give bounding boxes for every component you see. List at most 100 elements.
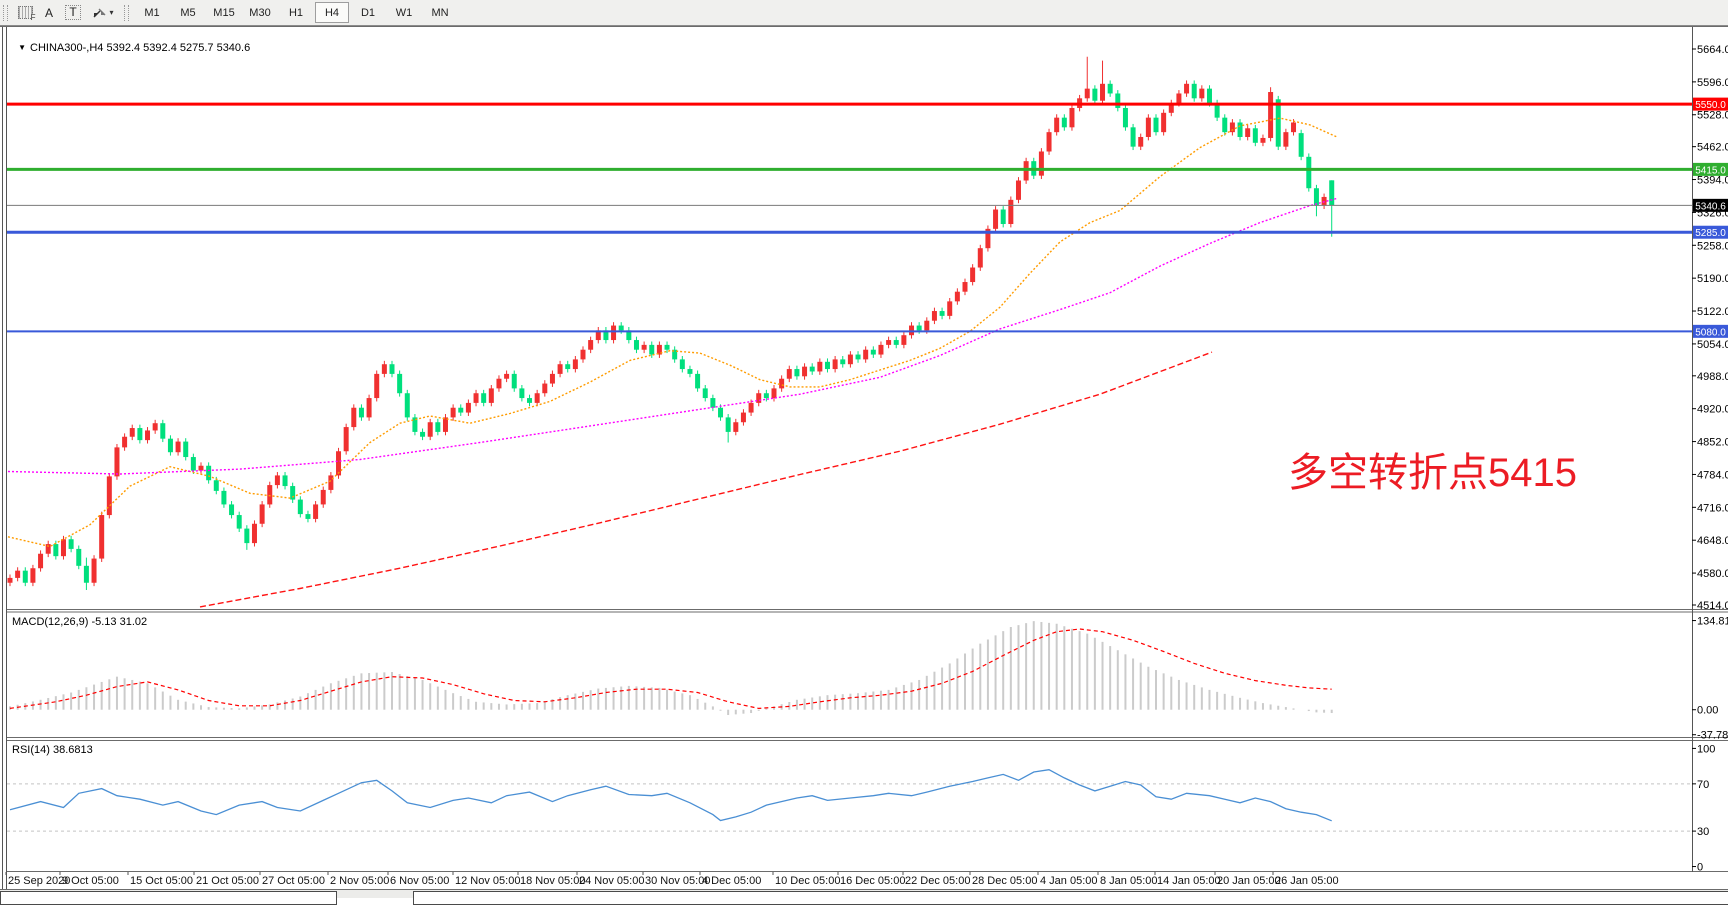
grid-icon: F [17,6,36,22]
candle-body [970,267,976,283]
timeframe-button-m15[interactable]: M15 [213,6,235,19]
candle-body [76,548,82,566]
price-badge [1693,225,1728,239]
price-tick-label: 5664.0 [1697,44,1728,56]
candle-body [1268,92,1274,138]
candle-body [244,528,250,544]
candle-body [702,388,708,399]
candle-body [1260,137,1266,143]
candle-body [167,438,173,453]
candle-body [7,577,13,583]
candle-body [129,428,135,437]
cursor-tools-button[interactable]: ▾ [86,3,120,23]
price-tick-label: 5190.0 [1697,273,1728,285]
timeframe-toolbar-handle[interactable] [124,4,129,21]
candle-body [924,320,930,331]
candle-body [679,359,685,370]
date-tick-label: 20 Jan 05:00 [1217,875,1281,887]
date-tick-label: 6 Nov 05:00 [390,875,449,887]
timeframe-button-h1[interactable]: H1 [288,6,304,19]
candle-body [954,291,960,302]
text-label-button[interactable]: A [38,3,60,23]
timeframe-button-m30[interactable]: M30 [249,6,271,19]
candle-body [977,248,983,268]
candle-body [1145,117,1151,137]
price-tick-label: 4580.0 [1697,568,1728,580]
date-tick-label: 10 Dec 05:00 [775,875,840,887]
price-badge-label: 5285.0 [1695,228,1726,239]
candle-body [1015,180,1021,200]
price-tick-label: 4784.0 [1697,469,1728,481]
candle-body [1046,132,1052,152]
candle-body [1153,117,1159,133]
text-tool-button[interactable]: T [62,3,84,23]
candle-body [114,447,120,477]
candle-body [473,393,479,403]
candle-body [442,417,448,432]
rsi-tick-label: 100 [1697,743,1715,755]
candle-body [15,570,21,578]
date-tick-label: 16 Dec 05:00 [840,875,905,887]
date-tick-label: 4 Dec 05:00 [702,875,761,887]
candle-body [740,412,746,423]
candle-body [916,325,922,331]
candle-body [993,209,999,229]
candle-body [1306,156,1312,189]
period-grid-button[interactable]: F [14,3,36,23]
candle-body [534,393,540,403]
candle-body [496,378,502,389]
timeframe-button-h4[interactable]: H4 [315,2,349,23]
candle-body [320,489,326,505]
candle-body [878,344,884,355]
toolbar-drag-handle[interactable] [3,4,8,21]
candle-body [389,364,395,374]
candle-body [710,398,716,408]
price-tick-label: 5054.0 [1697,339,1728,351]
candle-body [985,228,991,249]
candle-body [893,340,899,345]
candle-body [22,570,28,583]
candle-body [366,398,372,418]
date-tick-label: 25 Sep 2020 [8,875,70,887]
candle-body [886,340,892,345]
ohlc-values: 5392.4 5392.4 5275.7 5340.6 [106,42,251,54]
timeframe-button-m1[interactable]: M1 [144,6,160,19]
candle-body [786,369,792,379]
candle-body [1069,107,1075,128]
candle-body [60,539,66,557]
symbol-dropdown-icon[interactable]: ▼ [18,43,27,52]
timeframe-button-w1[interactable]: W1 [395,6,413,19]
price-tick-label: 4988.0 [1697,371,1728,383]
price-tick-label: 5258.0 [1697,240,1728,252]
timeframe-button-m5[interactable]: M5 [180,6,196,19]
candle-body [580,349,586,360]
candle-body [435,422,441,432]
date-tick-label: 14 Jan 05:00 [1157,875,1221,887]
price-badge [1693,97,1728,111]
candle-body [718,407,724,418]
timeframe-button-d1[interactable]: D1 [360,6,376,19]
candle-body [358,407,364,418]
candle-body [595,330,601,341]
candle-body [1222,117,1228,133]
candle-body [213,480,219,491]
timeframe-button-mn[interactable]: MN [431,6,449,19]
price-tick-label: 4716.0 [1697,502,1728,514]
candle-body [931,311,937,321]
candle-body [1199,88,1205,99]
date-tick-label: 21 Oct 05:00 [196,875,259,887]
candle-body [840,359,846,365]
macd-tick-label: -37.78 [1697,730,1728,742]
candle-body [343,427,349,452]
candle-body [1229,122,1235,133]
candle-body [1008,199,1014,225]
candle-body [38,553,44,569]
date-tick-label: 8 Jan 05:00 [1100,875,1158,887]
candle-body [91,558,97,583]
candle-body [687,369,693,374]
candle-body [45,544,51,554]
macd-label: MACD(12,26,9) -5.13 31.02 [12,616,148,628]
candle-body [901,335,907,345]
candle-body [1107,83,1113,94]
